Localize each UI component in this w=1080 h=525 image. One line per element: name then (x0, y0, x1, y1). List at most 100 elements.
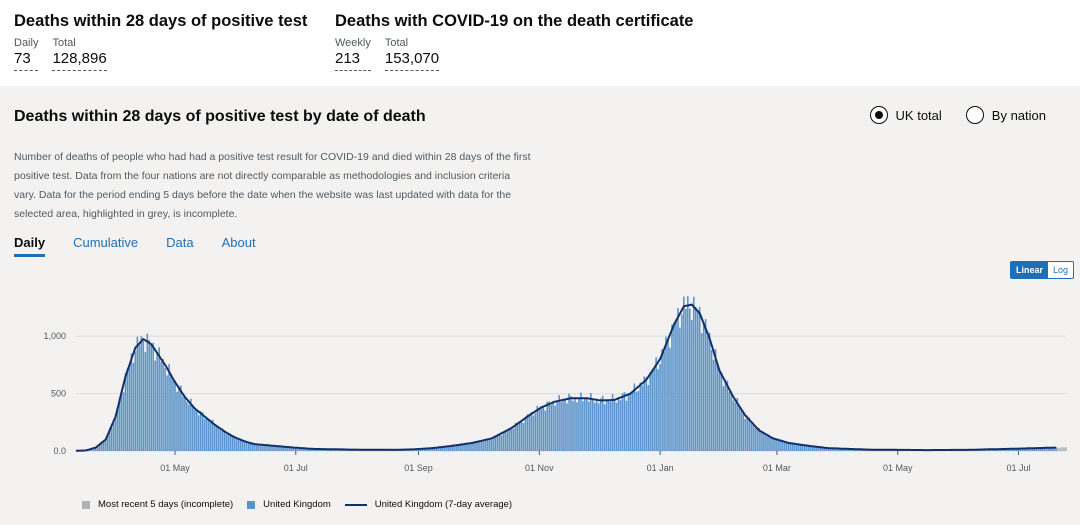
chart-bar (1063, 447, 1065, 451)
chart-bar (845, 448, 848, 451)
chart-bar (544, 410, 547, 451)
chart-bar (732, 400, 735, 451)
chart-bar (772, 439, 774, 451)
chart-bar (690, 319, 693, 451)
chart-bar (194, 409, 196, 451)
chart-bar (485, 439, 487, 451)
tab-daily[interactable]: Daily (14, 235, 46, 257)
chart-bar (661, 349, 663, 451)
chart-bar (281, 446, 283, 451)
chart-bar (192, 406, 194, 451)
chart-bar (95, 447, 97, 451)
chart-bar (560, 401, 562, 451)
chart-bar (1057, 447, 1059, 451)
metric-value[interactable]: 73 (14, 50, 39, 71)
chart-bar (706, 336, 709, 451)
chart-bar (514, 422, 517, 451)
chart-bar (308, 448, 311, 451)
chart-bar (221, 428, 224, 451)
chart-bar (528, 416, 531, 451)
headline-deaths-28-days: Deaths within 28 days of positive test D… (14, 12, 307, 71)
chart-bar (784, 442, 786, 451)
chart-bar (425, 448, 428, 451)
chart-bar (815, 447, 818, 451)
chart-bar (621, 393, 624, 451)
chart-bar (207, 421, 210, 451)
chart-card: Deaths within 28 days of positive test b… (0, 86, 1080, 525)
chart-bar (491, 439, 493, 451)
chart-bar (273, 445, 275, 451)
chart-bar (164, 368, 166, 451)
chart-bar (306, 448, 309, 451)
chart-bar (209, 422, 212, 451)
chart-bar (285, 446, 287, 451)
chart-bar (255, 443, 257, 451)
chart-bar (483, 439, 485, 451)
chart-bar (199, 411, 202, 451)
metric-value[interactable]: 153,070 (384, 50, 440, 71)
chart-bar (730, 391, 733, 451)
chart-bar (712, 359, 715, 451)
chart-bar (536, 405, 539, 451)
chart-bar (1061, 447, 1063, 451)
chart-bar (1027, 448, 1030, 451)
chart-bar (108, 428, 111, 451)
metric-value[interactable]: 128,896 (52, 50, 107, 71)
chart-bar (813, 446, 816, 451)
metric-label: Daily (14, 37, 39, 49)
chart-bar (754, 427, 756, 451)
chart-bar (170, 373, 172, 451)
tab-data[interactable]: Data (166, 235, 194, 250)
tab-cumulative[interactable]: Cumulative (73, 235, 139, 250)
chart-bar (140, 336, 143, 451)
chart-bar (564, 400, 566, 451)
chart-bar (540, 406, 543, 451)
metric-daily[interactable]: Daily 73 (14, 37, 39, 71)
chart-bar (510, 429, 513, 451)
tab-about[interactable]: About (221, 235, 256, 250)
chart-bar (692, 296, 695, 451)
radio-button-icon[interactable] (869, 106, 888, 124)
chart-bar (269, 446, 271, 451)
chart-bar (817, 446, 820, 451)
chart-bar (538, 409, 541, 451)
chart-bar (780, 439, 782, 451)
chart-bar (498, 433, 501, 451)
chart-bar (487, 438, 489, 451)
chart-bar (176, 391, 178, 451)
chart-bar (138, 345, 141, 451)
chart-bar (556, 402, 558, 451)
chart-bar (512, 428, 515, 451)
chart-bar (597, 403, 600, 451)
chart-bar (494, 436, 497, 451)
chart-bar (570, 396, 572, 451)
chart-bar (132, 362, 135, 451)
chart-bar (1049, 447, 1051, 451)
metric-total[interactable]: Total 128,896 (52, 37, 107, 71)
chart-bar (760, 432, 762, 451)
chart-bar (172, 380, 174, 451)
metric-value[interactable]: 213 (335, 50, 371, 71)
chart-bar (659, 364, 661, 451)
chart-bar (791, 443, 794, 451)
radio-button-icon[interactable] (965, 106, 984, 124)
chart-bar (566, 403, 568, 451)
chart-bar (752, 423, 754, 451)
chart-bar (1039, 447, 1042, 451)
chart-bar (267, 445, 269, 451)
radio-by-nation[interactable]: By nation (965, 106, 1046, 124)
linear-scale-button[interactable]: Linear (1010, 262, 1048, 278)
radio-uk-total[interactable]: UK total (869, 106, 942, 124)
log-scale-button[interactable]: Log (1052, 265, 1068, 275)
chart-bar (463, 444, 465, 451)
metric-weekly[interactable]: Weekly 213 (335, 37, 371, 71)
chart-bar (588, 401, 590, 451)
chart-bar (756, 428, 758, 451)
headline-metrics: Daily 73 Total 128,896 (14, 37, 307, 71)
chart-bar (195, 409, 198, 451)
card-title: Deaths within 28 days of positive test b… (14, 108, 426, 125)
metric-total[interactable]: Total 153,070 (384, 37, 440, 71)
metric-label: Weekly (335, 37, 371, 49)
chart-bar (489, 439, 491, 451)
chart-bar (245, 441, 248, 451)
